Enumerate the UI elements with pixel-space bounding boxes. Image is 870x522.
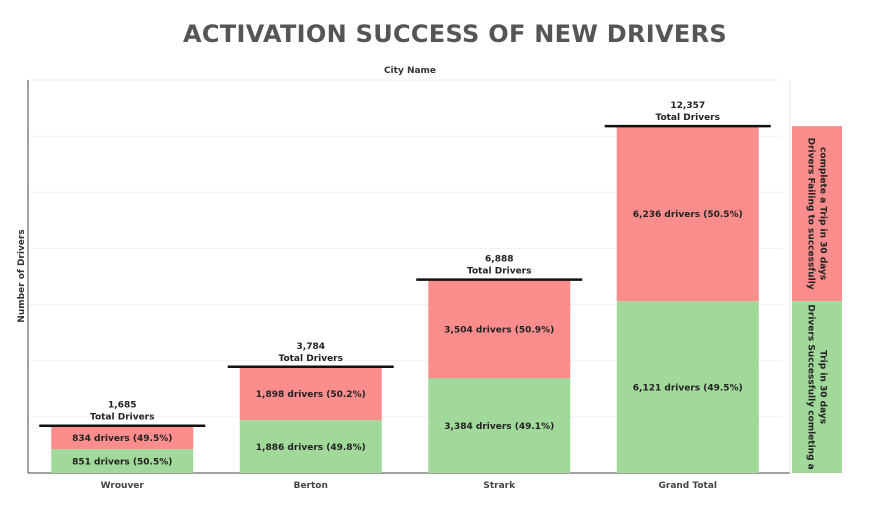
total-caption: Total Drivers: [656, 113, 720, 123]
bar-success: [239, 420, 382, 473]
bar-failure: [616, 126, 759, 302]
data-label-failure: 6,236 drivers (50.5%): [633, 210, 743, 220]
data-label-success: 3,384 drivers (49.1%): [444, 422, 554, 432]
total-value: 3,784: [297, 342, 325, 352]
bar-success: [616, 301, 759, 473]
x-tick-label: Strark: [483, 481, 516, 491]
bar-success: [428, 378, 571, 473]
total-caption: Total Drivers: [467, 267, 531, 277]
data-label-failure: 1,898 drivers (50.2%): [256, 390, 366, 400]
total-value: 6,888: [485, 255, 513, 265]
chart-title: ACTIVATION SUCCESS OF NEW DRIVERS: [183, 20, 727, 48]
y-axis-title: Number of Drivers: [17, 229, 27, 322]
legend-label-failure: complete a Trip in 30 days: [818, 147, 828, 280]
bar-failure: [428, 279, 571, 379]
legend-label-success: Trip in 30 days: [818, 350, 828, 424]
total-caption: Total Drivers: [279, 354, 343, 364]
data-label-success: 851 drivers (50.5%): [72, 458, 172, 468]
legend-swatch-failure: [792, 126, 842, 302]
legend-label-failure: Drivers Failing to successfully: [806, 138, 816, 290]
data-label-failure: 834 drivers (49.5%): [72, 434, 172, 444]
total-value: 1,685: [108, 401, 136, 411]
total-value: 12,357: [670, 101, 705, 111]
column-header: City Name: [383, 66, 437, 76]
x-tick-label: Wrouver: [101, 481, 145, 491]
x-tick-label: Berton: [294, 481, 328, 491]
data-label-failure: 3,504 drivers (50.9%): [444, 325, 554, 335]
data-label-success: 1,886 drivers (49.8%): [256, 443, 366, 453]
legend-swatch-success: [792, 301, 842, 473]
data-label-success: 6,121 drivers (49.5%): [633, 384, 743, 394]
legend-label-success: Drivers Successfully comleting a: [806, 304, 816, 469]
bar-success: [51, 449, 194, 473]
x-tick-label: Grand Total: [659, 481, 717, 491]
bar-failure: [51, 425, 194, 450]
bar-failure: [239, 366, 382, 421]
total-caption: Total Drivers: [90, 413, 154, 423]
